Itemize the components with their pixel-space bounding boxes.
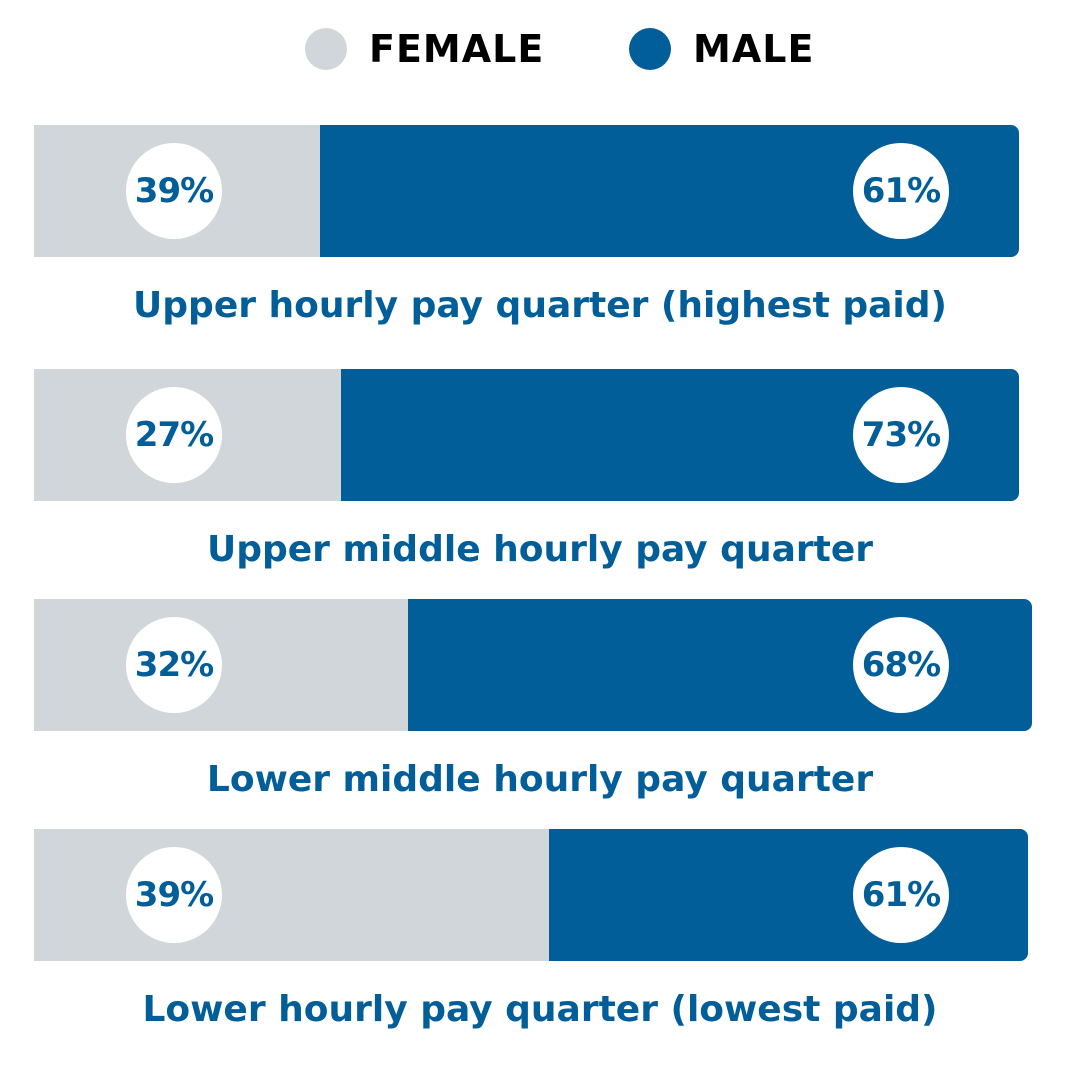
data-label-female: 39% (126, 143, 222, 239)
bar-row-upper-middle: 27% 73% (34, 369, 1019, 501)
data-label-male: 61% (853, 143, 949, 239)
bar-row-lower: 39% 61% (34, 829, 1028, 961)
category-label-lower-middle: Lower middle hourly pay quarter (206, 759, 874, 800)
legend-label-female: FEMALE (369, 27, 545, 71)
category-label-upper-middle: Upper middle hourly pay quarter (206, 529, 874, 570)
legend-swatch-female (305, 28, 347, 70)
data-label-female: 39% (126, 847, 222, 943)
data-label-female: 27% (126, 387, 222, 483)
bar-row-upper: 39% 61% (34, 125, 1019, 257)
data-label-male: 68% (853, 617, 949, 713)
bar-row-lower-middle: 32% 68% (34, 599, 1032, 731)
legend-item-male: MALE (629, 27, 814, 71)
legend-label-male: MALE (693, 27, 815, 71)
data-label-male: 73% (853, 387, 949, 483)
category-label-upper: Upper hourly pay quarter (highest paid) (133, 285, 947, 326)
legend-swatch-male (629, 28, 671, 70)
bar-segment-male (549, 829, 1028, 961)
category-label-lower: Lower hourly pay quarter (lowest paid) (142, 989, 938, 1030)
data-label-female: 32% (126, 617, 222, 713)
legend-item-female: FEMALE (305, 27, 544, 71)
data-label-male: 61% (853, 847, 949, 943)
bar-segment-female (34, 829, 549, 961)
